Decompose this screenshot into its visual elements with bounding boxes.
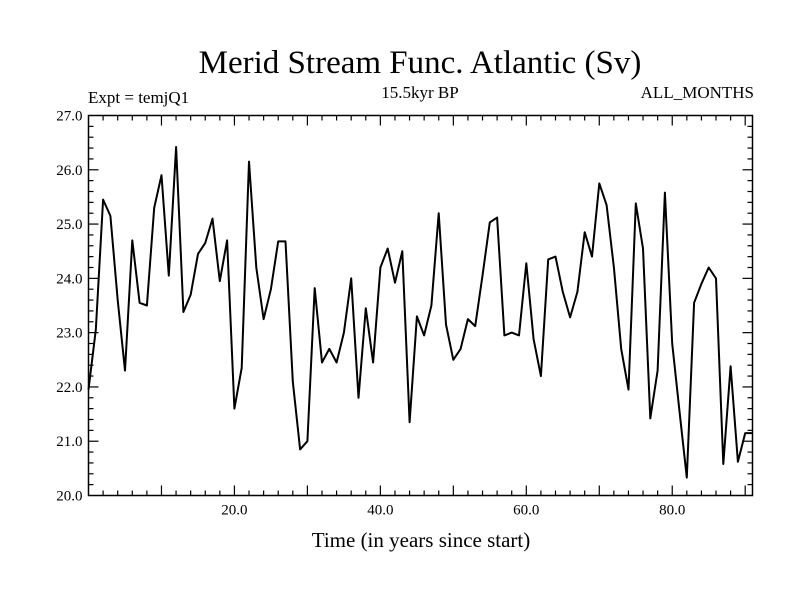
y-tick-label: 25.0 [56, 217, 82, 233]
y-tick-label: 26.0 [56, 163, 82, 179]
y-tick-label: 27.0 [56, 109, 82, 125]
y-tick-label: 20.0 [56, 489, 82, 505]
plot-frame [87, 114, 754, 497]
y-tick-label: 24.0 [56, 271, 82, 287]
axis-ticks [88, 115, 753, 496]
x-tick-label: 20.0 [221, 503, 247, 519]
experiment-label: Expt = temjQ1 [88, 88, 189, 107]
months-label: ALL_MONTHS [641, 83, 754, 102]
axis-tick-labels: 20.0 40.0 60.0 80.0 20.0 21.0 22.0 23.0 24.0 25.0… [56, 109, 685, 519]
x-tick-label: 40.0 [367, 503, 393, 519]
y-tick-label: 23.0 [56, 326, 82, 342]
x-tick-label: 60.0 [513, 503, 539, 519]
x-tick-label: 80.0 [659, 503, 685, 519]
x-axis-label: Time (in years since start) [312, 528, 531, 552]
chart-title: Merid Stream Func. Atlantic (Sv) [199, 45, 642, 81]
y-tick-label: 22.0 [56, 380, 82, 396]
series-line [87, 146, 753, 479]
y-tick-label: 21.0 [56, 434, 82, 450]
chart-subtitle: 15.5kyr BP [381, 83, 458, 102]
